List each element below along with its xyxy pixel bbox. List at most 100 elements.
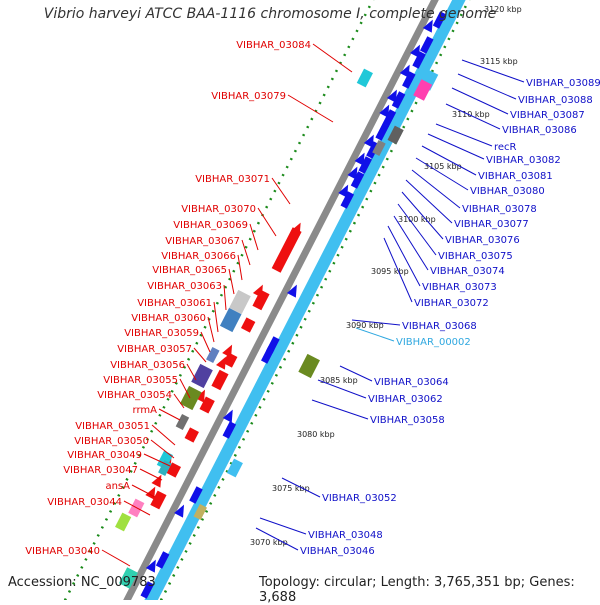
right-gene-label[interactable]: VIBHAR_03082 bbox=[486, 155, 561, 166]
blue-gene-16 bbox=[155, 551, 170, 569]
right-gene-label[interactable]: VIBHAR_03052 bbox=[322, 493, 397, 504]
red-gene-arrow-4 bbox=[216, 356, 226, 370]
left-gene-label[interactable]: VIBHAR_03067 bbox=[165, 236, 240, 247]
right-gene-label[interactable]: VIBHAR_03072 bbox=[414, 298, 489, 309]
right-label-leader bbox=[445, 103, 501, 130]
right-label-leader bbox=[401, 191, 444, 240]
left-label-leader bbox=[193, 347, 207, 363]
left-gene-label[interactable]: VIBHAR_03069 bbox=[173, 220, 248, 231]
feature-block-pink-1 bbox=[413, 79, 433, 101]
right-gene-label[interactable]: VIBHAR_03062 bbox=[368, 394, 443, 405]
left-gene-label[interactable]: VIBHAR_03057 bbox=[117, 344, 192, 355]
feature-block-cyan-5 bbox=[226, 458, 243, 478]
right-gene-label[interactable]: VIBHAR_03075 bbox=[438, 251, 513, 262]
right-label-leader bbox=[421, 145, 477, 176]
right-gene-label[interactable]: VIBHAR_03073 bbox=[422, 282, 497, 293]
right-label-leader bbox=[411, 169, 461, 209]
left-gene-label[interactable]: VIBHAR_03070 bbox=[181, 204, 256, 215]
blue-gene-13 bbox=[261, 346, 275, 364]
right-gene-label[interactable]: VIBHAR_03089 bbox=[526, 78, 600, 89]
blue-gene-6 bbox=[382, 109, 397, 127]
red-gene-arrow-3 bbox=[222, 344, 233, 358]
right-gene-label[interactable]: VIBHAR_03081 bbox=[478, 171, 553, 182]
left-label-leader bbox=[271, 177, 291, 205]
right-gene-label[interactable]: VIBHAR_03077 bbox=[454, 219, 529, 230]
left-label-leader bbox=[200, 331, 211, 353]
left-gene-label[interactable]: VIBHAR_03061 bbox=[137, 298, 212, 309]
left-label-leader bbox=[131, 484, 156, 498]
left-label-leader bbox=[186, 363, 197, 381]
left-label-leader bbox=[257, 207, 277, 237]
left-gene-label[interactable]: VIBHAR_03066 bbox=[161, 251, 236, 262]
left-label-leader bbox=[312, 43, 353, 73]
right-label-leader bbox=[405, 179, 453, 224]
left-gene-label[interactable]: VIBHAR_03047 bbox=[63, 465, 138, 476]
right-gene-label[interactable]: recR bbox=[494, 142, 517, 153]
right-gene-label[interactable]: VIBHAR_00002 bbox=[396, 337, 471, 348]
left-label-leader bbox=[207, 316, 215, 343]
left-gene-label[interactable]: VIBHAR_03050 bbox=[74, 436, 149, 447]
right-label-leader bbox=[415, 157, 469, 191]
left-gene-label[interactable]: VIBHAR_03051 bbox=[75, 421, 150, 432]
blue-gene-7 bbox=[375, 123, 389, 141]
blue-gene-15 bbox=[189, 486, 203, 504]
feature-block-cyan-4 bbox=[158, 459, 172, 477]
kbp-tick-label: 3120 kbp bbox=[484, 5, 522, 14]
blue-gene-arrow-6 bbox=[363, 134, 374, 148]
feature-block-gray-1 bbox=[387, 125, 404, 145]
left-gene-label[interactable]: VIBHAR_03060 bbox=[131, 313, 206, 324]
left-gene-label[interactable]: VIBHAR_03059 bbox=[124, 328, 199, 339]
right-gene-labels: VIBHAR_03089 VIBHAR_03088 VIBHAR_03087 VIBH… bbox=[255, 59, 600, 557]
kbp-tick-label: 3115 kbp bbox=[480, 57, 518, 66]
left-gene-label[interactable]: VIBHAR_03079 bbox=[211, 91, 286, 102]
left-gene-label[interactable]: VIBHAR_03063 bbox=[147, 281, 222, 292]
right-gene-label[interactable]: VIBHAR_03088 bbox=[518, 95, 593, 106]
right-gene-label[interactable]: VIBHAR_03064 bbox=[374, 377, 449, 388]
right-gene-label[interactable]: VIBHAR_03080 bbox=[470, 186, 545, 197]
left-gene-label[interactable]: ansA bbox=[105, 481, 130, 492]
kbp-tick-label: 3075 kbp bbox=[272, 484, 310, 493]
left-gene-label[interactable]: VIBHAR_03065 bbox=[152, 265, 227, 276]
right-gene-label[interactable]: VIBHAR_03086 bbox=[502, 125, 577, 136]
left-gene-label[interactable]: VIBHAR_03044 bbox=[47, 497, 122, 508]
blue-gene-11 bbox=[340, 191, 355, 209]
left-label-leader bbox=[101, 549, 131, 567]
left-label-leader bbox=[237, 254, 243, 281]
kbp-tick-label: 3080 kbp bbox=[297, 430, 335, 439]
left-gene-label[interactable]: VIBHAR_03054 bbox=[97, 390, 172, 401]
feature-block-gray-3 bbox=[175, 413, 190, 431]
left-gene-label[interactable]: VIBHAR_03055 bbox=[103, 375, 178, 386]
blue-gene-arrow-3 bbox=[399, 64, 410, 78]
left-gene-label[interactable]: VIBHAR_03056 bbox=[110, 360, 185, 371]
left-gene-label[interactable]: rrmA bbox=[133, 405, 158, 416]
left-gene-label[interactable]: VIBHAR_03084 bbox=[236, 40, 311, 51]
right-gene-label[interactable]: VIBHAR_03068 bbox=[402, 321, 477, 332]
dotted-guide-1 bbox=[63, 0, 375, 600]
red-gene-5 bbox=[211, 369, 229, 391]
left-gene-label[interactable]: VIBHAR_03071 bbox=[195, 174, 270, 185]
left-gene-label[interactable]: VIBHAR_03040 bbox=[25, 546, 100, 557]
right-label-leader bbox=[397, 203, 437, 256]
blue-gene-arrow-10 bbox=[286, 284, 297, 298]
right-gene-label[interactable]: VIBHAR_03076 bbox=[445, 235, 520, 246]
map-title: Vibrio harveyi ATCC BAA-1116 chromosome … bbox=[43, 6, 497, 22]
right-gene-label[interactable]: VIBHAR_03058 bbox=[370, 415, 445, 426]
gene-features bbox=[115, 11, 447, 599]
right-gene-label[interactable]: VIBHAR_03087 bbox=[510, 110, 585, 121]
left-label-leader bbox=[241, 239, 251, 266]
red-gene-arrow-7 bbox=[151, 474, 162, 488]
left-label-leader bbox=[123, 500, 151, 516]
left-gene-label[interactable]: VIBHAR_03049 bbox=[67, 450, 142, 461]
topology-text: Topology: circular; Length: 3,765,351 bp… bbox=[259, 575, 575, 605]
right-gene-label[interactable]: VIBHAR_03048 bbox=[308, 530, 383, 541]
kbp-tick-label: 3085 kbp bbox=[320, 376, 358, 385]
right-label-leader bbox=[393, 215, 429, 271]
right-gene-label[interactable]: VIBHAR_03078 bbox=[462, 204, 537, 215]
left-gene-labels: VIBHAR_03084 VIBHAR_03079 VIBHAR_03071 VIBH… bbox=[25, 40, 353, 567]
right-gene-label[interactable]: VIBHAR_03046 bbox=[300, 546, 375, 557]
right-label-leader bbox=[281, 477, 321, 498]
right-label-leader bbox=[311, 399, 369, 420]
backbone-gray-strand bbox=[123, 0, 439, 600]
feature-block-steelblue-2 bbox=[206, 346, 220, 364]
right-gene-label[interactable]: VIBHAR_03074 bbox=[430, 266, 505, 277]
